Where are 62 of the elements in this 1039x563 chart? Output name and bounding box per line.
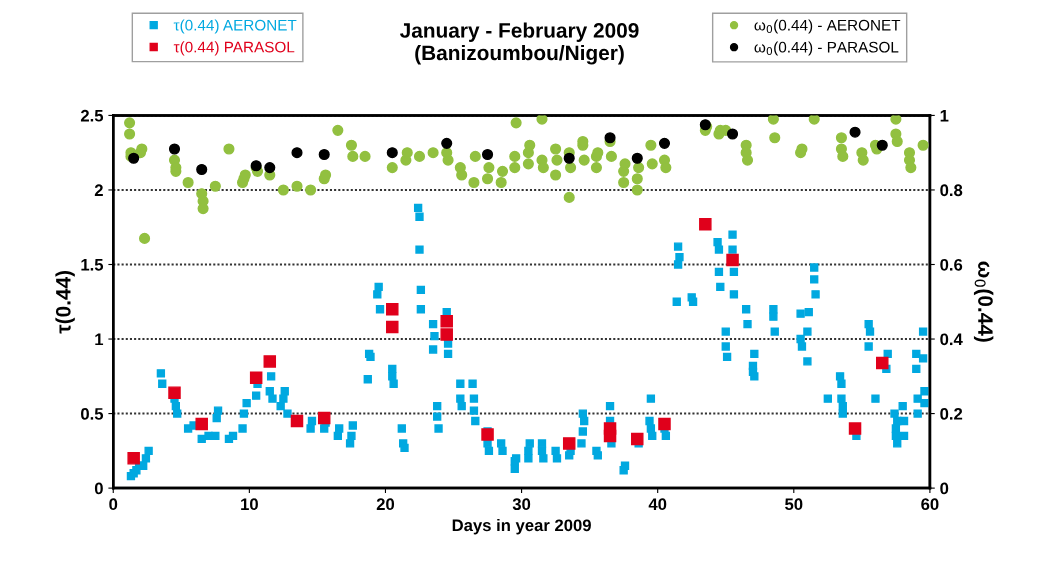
y-tick-label: 1 (95, 333, 104, 346)
y-tick-label: 0 (94, 482, 103, 495)
y-tick-label: 0.5 (81, 407, 104, 420)
x-tick-label: 10 (241, 498, 258, 511)
point (290, 414, 304, 428)
y2-tick-label: 0.2 (940, 407, 963, 420)
point (876, 356, 889, 370)
point (658, 137, 671, 149)
point (127, 452, 140, 465)
legend-label: τ(0.44) PARASOL (173, 41, 295, 56)
x-tick-label: 20 (376, 498, 395, 511)
point (386, 320, 399, 334)
y-tick-label: 1.5 (81, 259, 104, 271)
chart-title: January - February 2009 (Banizoumbou/Niger) (399, 22, 639, 65)
point (876, 139, 888, 151)
x-axis-title: Days in year 2009 (452, 518, 591, 535)
point (848, 422, 862, 435)
point (726, 128, 739, 140)
y-axis-title: τ(0.44) (55, 270, 75, 334)
point (196, 163, 208, 176)
point (481, 148, 494, 161)
point (603, 429, 617, 443)
point (249, 371, 263, 385)
x-tick-label: 50 (785, 498, 803, 511)
point (481, 428, 494, 441)
point (195, 417, 208, 431)
y2-axis-title: ω$_{0}$(0.44) (973, 261, 994, 342)
point (168, 386, 181, 399)
y2-tick-label: 0 (940, 482, 949, 495)
point (658, 417, 671, 431)
point (440, 328, 453, 341)
legend-label: ω$_{0}$(0.44) - AERONET (754, 19, 901, 34)
y2-tick-label: 0.6 (940, 258, 963, 271)
point (699, 217, 712, 231)
legend-label: ω$_{0}$(0.44) - PARASOL (754, 41, 899, 56)
y2-tick-label: 1 (940, 109, 949, 122)
point (318, 148, 330, 161)
point (604, 132, 616, 144)
point (317, 411, 331, 425)
point (631, 432, 644, 446)
legend-label: τ(0.44) AERONET (173, 19, 297, 34)
point (441, 137, 453, 149)
x-tick-label: 40 (648, 498, 667, 511)
point (440, 314, 453, 328)
y2-tick-label: 0.8 (940, 184, 963, 197)
x-tick-label: 0 (109, 498, 118, 511)
point (264, 162, 276, 174)
point (386, 302, 399, 316)
y2-tick-label: 0.4 (940, 333, 963, 346)
y-tick-label: 2 (94, 184, 103, 196)
point (386, 147, 398, 159)
point (563, 152, 575, 164)
point (291, 147, 303, 159)
x-tick-label: 60 (921, 498, 939, 511)
point (631, 152, 643, 164)
point (849, 126, 861, 138)
point (168, 143, 181, 155)
y-tick-label: 2.5 (80, 109, 104, 122)
point (726, 253, 739, 267)
x-tick-label: 30 (512, 498, 531, 511)
point (263, 355, 277, 368)
point (562, 437, 576, 450)
